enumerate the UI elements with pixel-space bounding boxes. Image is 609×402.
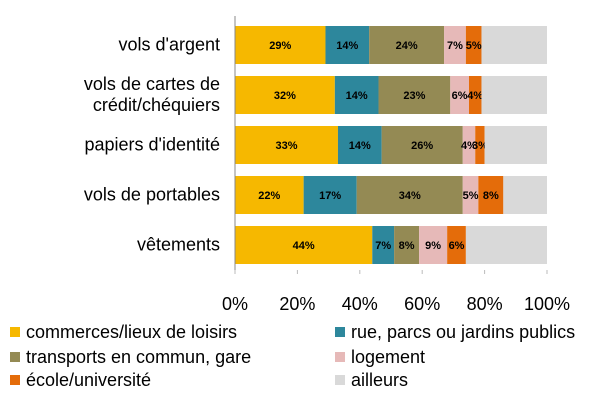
legend-swatch	[335, 375, 345, 385]
bar-segment	[444, 26, 466, 64]
data-label: 32%	[274, 90, 296, 102]
bar-segment	[503, 176, 547, 214]
data-label: 14%	[346, 90, 368, 102]
legend-swatch	[10, 327, 20, 337]
data-label: 4%	[461, 140, 477, 152]
y-tick-label: vêtements	[136, 234, 220, 255]
data-label: 8%	[399, 240, 415, 252]
bar-segment	[325, 26, 370, 64]
data-label: 8%	[483, 190, 499, 202]
x-tick-label: 0%	[222, 294, 248, 314]
bar-segment	[394, 226, 420, 264]
bar-segment	[378, 76, 451, 114]
bar-segment	[447, 226, 466, 264]
data-label: 5%	[463, 190, 479, 202]
data-label: 17%	[319, 190, 341, 202]
bar-segment	[356, 176, 463, 214]
bar-segment	[484, 126, 547, 164]
legend-label: rue, parcs ou jardins publics	[351, 322, 575, 342]
data-label: 6%	[449, 240, 465, 252]
legend-swatch	[335, 352, 345, 362]
data-label: 26%	[411, 140, 433, 152]
bar-segment	[235, 126, 338, 164]
data-label: 44%	[293, 240, 315, 252]
bar-segment	[235, 26, 326, 64]
data-label: 3%	[472, 140, 488, 152]
bar-segment	[381, 126, 463, 164]
bar-segment	[235, 176, 304, 214]
y-tick-label: papiers d'identité	[84, 134, 220, 155]
bar-segment	[481, 76, 547, 114]
data-label: 6%	[452, 90, 468, 102]
legend-swatch	[10, 352, 20, 362]
bar-segment	[465, 26, 482, 64]
y-tick-label: vols de portables	[83, 184, 220, 205]
y-tick-label: vols de cartes de crédit/chéquiers	[83, 74, 220, 115]
data-label: 22%	[258, 190, 280, 202]
data-label: 9%	[425, 240, 441, 252]
bar-segment	[369, 26, 445, 64]
y-tick-label: vols d'argent	[118, 34, 221, 55]
legend-swatch	[335, 327, 345, 337]
bar-segment	[475, 126, 485, 164]
data-label: 4%	[467, 90, 483, 102]
x-tick-label: 20%	[279, 294, 315, 314]
data-label: 14%	[336, 40, 358, 52]
bar-segment	[450, 76, 469, 114]
x-tick-label: 100%	[524, 294, 570, 314]
bar-segment	[419, 226, 448, 264]
bar-segment	[337, 126, 382, 164]
bar-segment	[334, 76, 379, 114]
bar-segment	[462, 176, 479, 214]
x-tick-label: 80%	[467, 294, 503, 314]
data-label: 5%	[466, 40, 482, 52]
bar-segment	[478, 176, 504, 214]
data-label: 33%	[275, 140, 297, 152]
bar-segment	[469, 76, 482, 114]
bar-segment	[235, 226, 373, 264]
legend-label: ailleurs	[351, 370, 408, 390]
legend-label: école/université	[26, 370, 151, 390]
data-label: 29%	[269, 40, 291, 52]
data-label: 7%	[375, 240, 391, 252]
legend-label: logement	[351, 347, 425, 367]
bar-segment	[303, 176, 357, 214]
bar-segment	[372, 226, 395, 264]
bar-segment	[235, 76, 335, 114]
x-tick-label: 40%	[342, 294, 378, 314]
legend-label: transports en commun, gare	[26, 347, 251, 367]
legend-swatch	[10, 375, 20, 385]
legend-label: commerces/lieux de loisirs	[26, 322, 237, 342]
bar-segment	[465, 226, 547, 264]
data-label: 14%	[349, 140, 371, 152]
data-label: 24%	[396, 40, 418, 52]
data-label: 23%	[403, 90, 425, 102]
x-tick-label: 60%	[404, 294, 440, 314]
data-label: 7%	[447, 40, 463, 52]
bar-segment	[462, 126, 476, 164]
data-label: 34%	[399, 190, 421, 202]
bar-segment	[481, 26, 547, 64]
